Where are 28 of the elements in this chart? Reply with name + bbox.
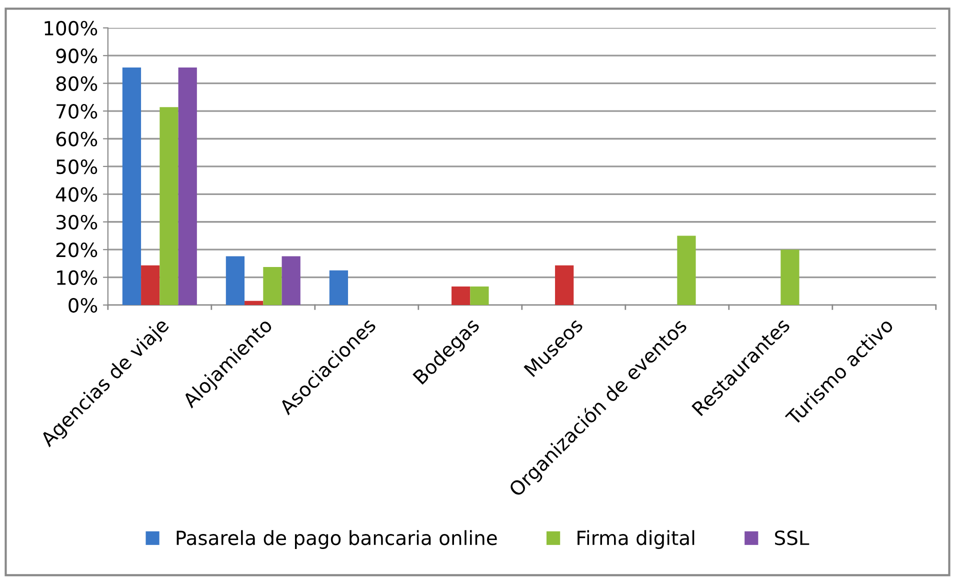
bar <box>452 286 470 306</box>
y-tick-label: 100% <box>44 20 98 36</box>
y-tick-label: 70% <box>56 104 98 119</box>
bar <box>122 68 142 306</box>
y-tick-label: 90% <box>56 48 98 64</box>
y-tick-label: 20% <box>56 242 98 258</box>
bar <box>470 286 489 306</box>
y-tick-label: 0% <box>68 298 98 313</box>
bar <box>780 250 800 306</box>
bar <box>677 236 696 306</box>
y-tick-label: 80% <box>56 76 98 91</box>
y-tick-label: 50% <box>56 159 98 174</box>
legend-label: Firma digital <box>578 530 694 549</box>
bar <box>178 68 197 306</box>
bar <box>329 270 348 306</box>
y-tick-label: 30% <box>56 214 98 230</box>
bar <box>263 267 282 306</box>
bar <box>555 265 574 306</box>
legend-label: SSL <box>775 530 810 546</box>
bar <box>244 300 264 306</box>
y-tick-label: 40% <box>56 187 98 202</box>
y-tick-label: 60% <box>56 132 98 146</box>
bar <box>160 107 178 306</box>
bar <box>226 256 245 306</box>
legend-label: Pasarela de pago bancaria online <box>176 530 497 549</box>
bar <box>141 265 160 306</box>
bar <box>282 256 300 306</box>
y-tick-label: 10% <box>57 270 98 285</box>
